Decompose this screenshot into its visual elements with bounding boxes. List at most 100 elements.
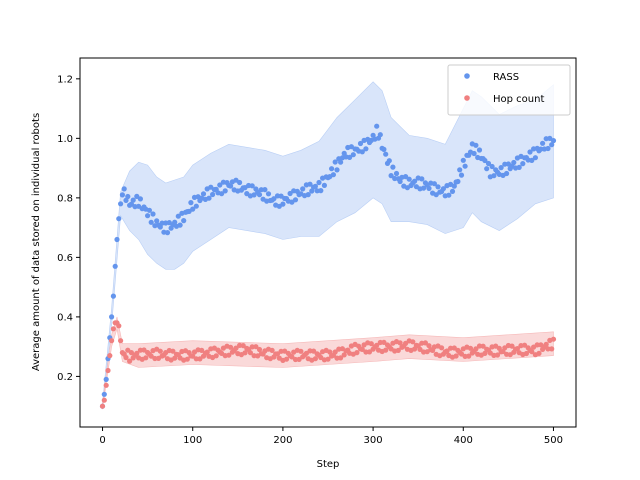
- point-hop-count: [359, 346, 365, 352]
- point-hop-count: [116, 323, 122, 329]
- point-rass: [217, 182, 223, 188]
- point-rass: [357, 140, 364, 147]
- point-rass: [148, 219, 154, 225]
- point-hop-count: [523, 350, 530, 357]
- point-rass: [193, 203, 199, 209]
- point-rass: [403, 174, 409, 180]
- point-hop-count: [256, 346, 263, 353]
- point-rass: [200, 191, 207, 197]
- point-hop-count: [397, 340, 403, 346]
- point-hop-count: [381, 339, 387, 345]
- point-rass: [449, 188, 456, 194]
- point-hop-count: [170, 348, 176, 354]
- x-tick-label: 300: [364, 435, 383, 446]
- point-hop-count: [354, 350, 360, 356]
- point-rass: [498, 165, 504, 171]
- point-rass: [219, 191, 225, 197]
- point-hop-count: [550, 336, 557, 342]
- point-hop-count: [105, 367, 111, 374]
- point-rass: [482, 157, 488, 164]
- point-rass: [549, 142, 555, 148]
- y-tick-label: 0.6: [57, 253, 73, 264]
- point-hop-count: [296, 356, 302, 362]
- point-rass: [334, 167, 340, 173]
- point-hop-count: [249, 344, 255, 350]
- point-rass: [540, 140, 546, 146]
- point-hop-count: [247, 350, 253, 356]
- confidence-bands: [102, 81, 554, 410]
- point-hop-count: [327, 349, 333, 355]
- point-hop-count: [101, 397, 107, 403]
- point-rass: [237, 179, 243, 186]
- x-tick-label: 200: [273, 435, 292, 446]
- point-rass: [397, 178, 403, 185]
- point-rass: [458, 172, 465, 178]
- point-hop-count: [298, 348, 304, 354]
- point-hop-count: [332, 349, 338, 355]
- point-rass: [101, 391, 107, 397]
- point-hop-count: [110, 326, 116, 332]
- point-rass: [312, 183, 318, 189]
- point-hop-count: [204, 349, 210, 355]
- y-axis-ticks: 0.2 0.4 0.6 0.8 1.0 1.2: [57, 74, 80, 383]
- point-rass: [350, 152, 356, 158]
- x-tick-label: 400: [454, 435, 473, 446]
- point-rass: [188, 200, 194, 206]
- point-hop-count: [529, 349, 535, 355]
- point-rass: [114, 236, 120, 243]
- point-rass: [347, 154, 353, 160]
- point-rass: [121, 186, 127, 192]
- point-rass: [330, 172, 336, 178]
- x-tick-label: 500: [544, 435, 563, 446]
- point-rass: [338, 159, 344, 165]
- point-rass: [110, 293, 116, 299]
- band-rass: [102, 81, 554, 410]
- point-rass: [511, 159, 517, 166]
- point-rass: [251, 192, 257, 198]
- point-rass: [473, 142, 479, 148]
- point-rass: [455, 178, 461, 185]
- point-hop-count: [172, 355, 178, 361]
- point-rass: [381, 146, 387, 152]
- y-tick-label: 0.2: [57, 372, 73, 383]
- point-rass: [431, 181, 437, 187]
- legend: RASS Hop count: [447, 64, 571, 116]
- point-hop-count: [184, 356, 190, 362]
- point-rass: [125, 193, 131, 200]
- point-hop-count: [509, 343, 515, 349]
- point-hop-count: [410, 339, 416, 345]
- point-rass: [532, 155, 539, 161]
- point-rass: [363, 146, 369, 152]
- x-tick-label: 0: [99, 435, 105, 446]
- point-rass: [119, 192, 125, 198]
- point-hop-count: [417, 346, 423, 352]
- point-rass: [457, 167, 463, 173]
- point-rass: [157, 224, 163, 230]
- y-tick-label: 0.8: [57, 193, 73, 204]
- point-rass: [103, 376, 109, 382]
- point-hop-count: [197, 356, 203, 362]
- point-rass: [145, 213, 151, 219]
- point-hop-count: [118, 338, 124, 344]
- point-hop-count: [341, 352, 347, 358]
- point-hop-count: [426, 343, 432, 349]
- legend-marker-rass: [464, 73, 470, 79]
- point-hop-count: [99, 403, 106, 409]
- point-rass: [146, 207, 152, 213]
- point-rass: [419, 176, 425, 182]
- point-hop-count: [240, 343, 246, 349]
- point-hop-count: [190, 353, 196, 359]
- point-rass: [228, 183, 234, 189]
- point-rass: [359, 149, 365, 155]
- point-rass: [265, 191, 272, 197]
- point-hop-count: [127, 358, 133, 364]
- point-hop-count: [312, 356, 318, 362]
- point-rass: [190, 206, 196, 212]
- point-rass: [123, 197, 129, 203]
- legend-marker-hop-count: [464, 95, 470, 101]
- point-rass: [154, 218, 160, 224]
- point-rass: [374, 123, 380, 129]
- point-rass: [348, 144, 354, 150]
- point-rass: [527, 149, 533, 155]
